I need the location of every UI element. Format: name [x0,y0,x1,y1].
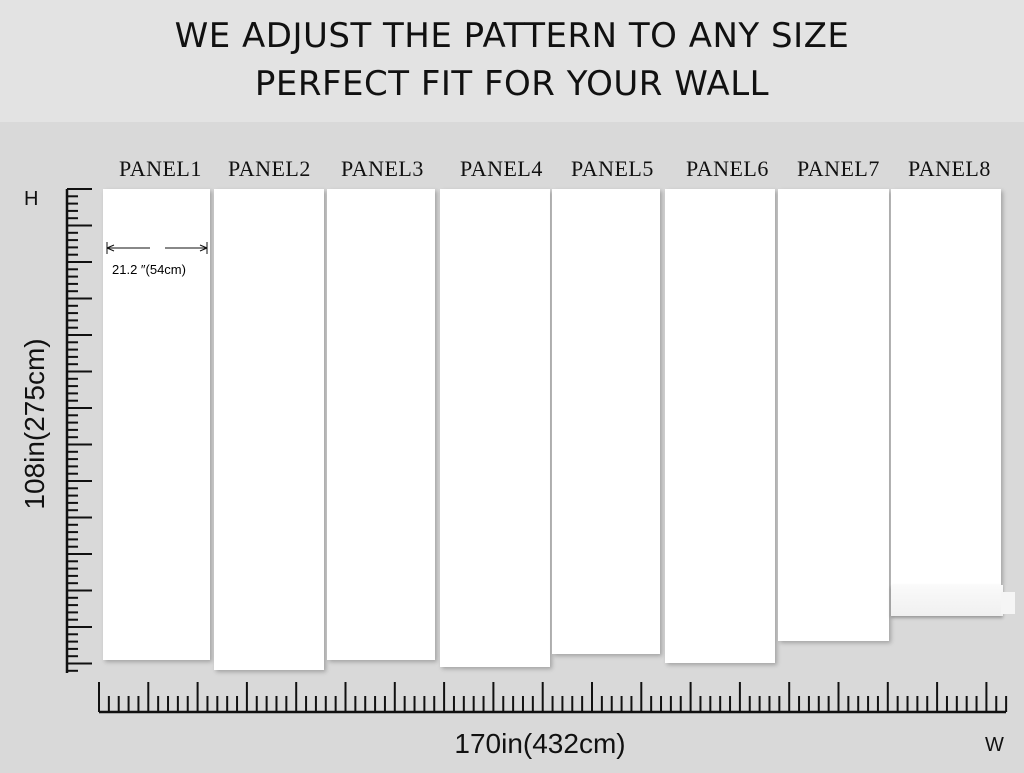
panel-6 [665,189,775,663]
panel-label-3: PANEL3 [341,156,424,181]
wallpaper-roll [891,585,1003,616]
width-letter: W [985,734,1004,756]
wallpaper-roll-end [1001,592,1015,614]
panel-5 [552,189,660,654]
header-band [0,0,1024,122]
width-ruler [98,682,1008,714]
headline-line1: WE ADJUST THE PATTERN TO ANY SIZE [174,16,850,56]
panel-label-7: PANEL7 [797,156,880,181]
panel-3 [327,189,435,660]
width-arrow [106,242,208,254]
panel-label-4: PANEL4 [460,156,543,181]
panel-8 [891,189,1001,585]
width-dimension: 170in(432cm) [454,728,626,759]
panel-width-label: 21.2 ″(54cm) [112,262,186,277]
panel-label-8: PANEL8 [908,156,991,181]
height-letter: H [24,188,39,210]
panel-7 [778,189,889,641]
panel-label-2: PANEL2 [228,156,311,181]
panel-4 [440,189,550,667]
headline-line2: PERFECT FIT FOR YOUR WALL [254,64,770,104]
panel-2 [214,189,324,670]
panel-label-5: PANEL5 [571,156,654,181]
panel-1 [103,189,210,660]
panel-label-6: PANEL6 [686,156,769,181]
panel-label-1: PANEL1 [119,156,202,181]
height-dimension: 108in(275cm) [19,338,50,510]
height-ruler [65,188,92,673]
